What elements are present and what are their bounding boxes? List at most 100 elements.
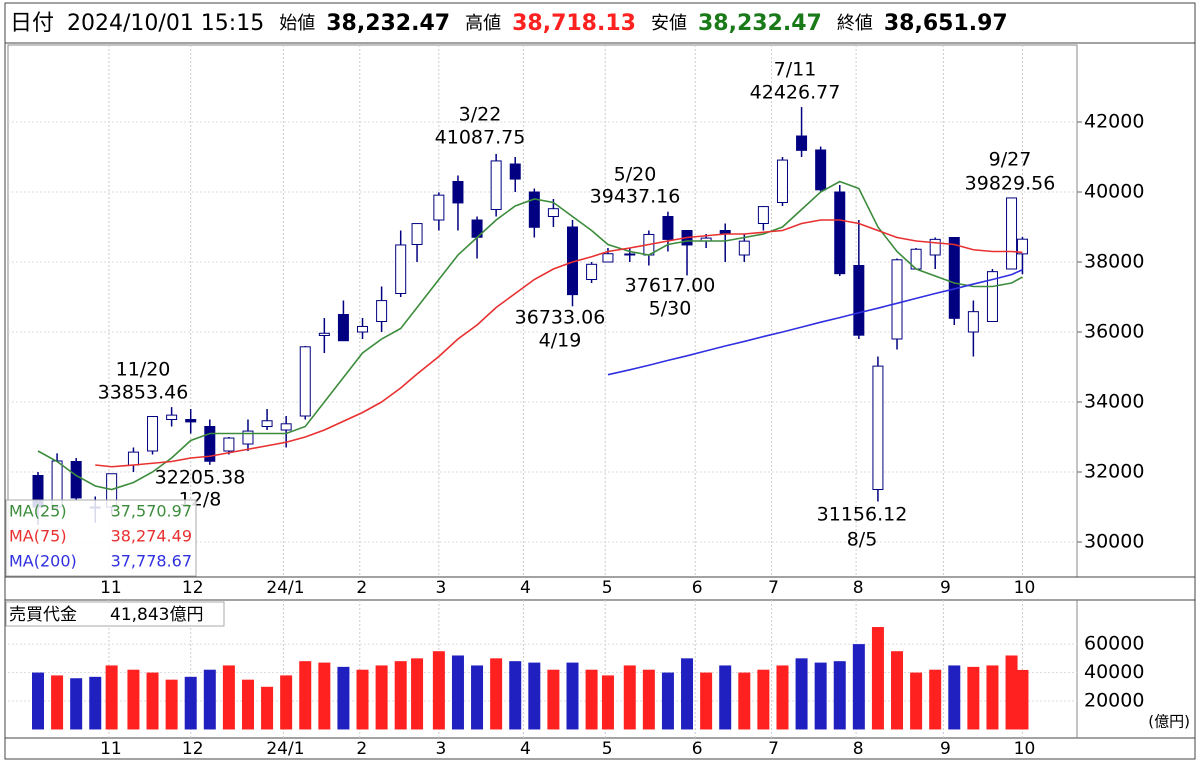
ma-line — [607, 269, 1023, 376]
legend-name: MA(200) — [9, 552, 77, 571]
x-tick-label: 11 — [100, 578, 122, 598]
candle-body — [433, 194, 445, 221]
candle-body — [872, 365, 884, 490]
y-tick-label: 30000 — [1084, 531, 1144, 553]
x-tick-label: 7 — [768, 578, 779, 598]
volume-bar — [719, 665, 732, 730]
candle-body — [834, 191, 846, 275]
volume-bar — [51, 675, 64, 730]
ma-line — [37, 180, 1023, 491]
volume-bar — [451, 655, 464, 730]
candle-body — [719, 230, 731, 235]
volume-bar — [986, 665, 999, 730]
x-tick-label: 3 — [435, 739, 446, 759]
candle-body — [185, 419, 197, 423]
candle-body — [127, 451, 139, 466]
candle-body — [891, 259, 903, 340]
candle-body — [738, 240, 750, 256]
annotation-date: 5/20 — [614, 164, 657, 186]
volume-bar — [891, 651, 904, 730]
volume-bar — [757, 669, 770, 730]
volume-bar — [566, 662, 579, 730]
volume-bar — [70, 678, 83, 730]
volume-bar — [910, 672, 923, 730]
y-tick-label: 60000 — [1084, 633, 1144, 655]
candle-body — [452, 181, 464, 204]
header: 日付 2024/10/01 15:15 始値 38,232.47 高値 38,7… — [10, 11, 1008, 36]
legend-value: 37,570.97 — [111, 502, 192, 521]
annotation-date: 11/20 — [116, 359, 171, 381]
label: 終値 — [837, 13, 873, 34]
annotation-value: 39829.56 — [965, 173, 1056, 195]
legend-box — [5, 499, 197, 577]
volume-bar — [165, 679, 178, 730]
candle-body — [1006, 197, 1018, 270]
candle-body — [602, 253, 614, 263]
annotation-value: 41087.75 — [435, 127, 526, 149]
annotation-value: 33853.46 — [98, 382, 189, 404]
x-tick-label: 6 — [692, 578, 703, 598]
candle-body — [376, 300, 388, 323]
x-tick-label: 11 — [100, 739, 122, 759]
candle-body — [986, 271, 998, 323]
candle-body — [929, 238, 941, 256]
candle-body — [261, 420, 273, 428]
candle-body — [662, 216, 674, 240]
unit-label: (億円) — [1148, 713, 1190, 731]
volume-bar — [471, 665, 484, 730]
candle-body — [70, 461, 82, 499]
annotation-date: 3/22 — [459, 104, 502, 126]
annotation-value: 42426.77 — [750, 82, 841, 104]
y-tick-label: 32000 — [1084, 461, 1144, 483]
y-tick-label: 34000 — [1084, 391, 1144, 413]
volume-bar — [356, 669, 369, 730]
volume-bar — [411, 658, 424, 730]
candle-body — [204, 426, 216, 462]
annotation-value: 31156.12 — [817, 504, 908, 526]
low: 38,232.47 — [698, 11, 822, 36]
y-tick-label: 38000 — [1084, 251, 1144, 273]
candle-body — [147, 416, 159, 452]
volume-bar — [795, 658, 808, 730]
volume-bar — [681, 658, 694, 730]
candle-body — [757, 206, 769, 225]
y-tick-label: 20000 — [1084, 690, 1144, 712]
candle-body — [624, 253, 636, 256]
annotation-date: 5/30 — [649, 298, 692, 320]
y-tick-label: 40000 — [1084, 661, 1144, 683]
candle-body — [853, 265, 865, 336]
open: 38,232.47 — [326, 11, 450, 36]
datetime: 2024/10/01 15:15 — [67, 11, 264, 36]
candle-body — [547, 208, 559, 218]
candle-body — [776, 159, 788, 203]
annotation-date: 7/11 — [774, 59, 817, 81]
label: 安値 — [651, 13, 687, 34]
volume-bar — [661, 672, 674, 730]
label: 始値 — [279, 13, 315, 34]
volume-bar — [394, 661, 407, 730]
volume-bar — [299, 661, 312, 730]
label: 高値 — [465, 13, 501, 34]
volume-bar — [375, 665, 388, 730]
x-tick-label: 7 — [768, 739, 779, 759]
volume-bar — [222, 665, 235, 730]
x-tick-label: 9 — [940, 578, 951, 598]
volume-bar — [585, 669, 598, 730]
candle-body — [528, 191, 540, 228]
x-tick-label: 5 — [602, 578, 613, 598]
volume-bar — [127, 669, 140, 730]
volume-bar — [261, 686, 274, 730]
x-tick-label: 3 — [435, 578, 446, 598]
annotation-value: 36733.06 — [515, 307, 606, 329]
candle-body — [815, 149, 827, 191]
candle-body — [1016, 238, 1028, 255]
x-tick-label: 4 — [520, 578, 531, 598]
volume-bar — [184, 676, 197, 730]
volume-bar — [241, 679, 254, 730]
volume-bar — [623, 665, 636, 730]
annotation-value: 39437.16 — [590, 186, 681, 208]
x-tick-label: 12 — [182, 578, 204, 598]
candle-body — [490, 160, 502, 210]
ma-line — [95, 219, 1023, 468]
volume-label-box — [5, 601, 225, 627]
